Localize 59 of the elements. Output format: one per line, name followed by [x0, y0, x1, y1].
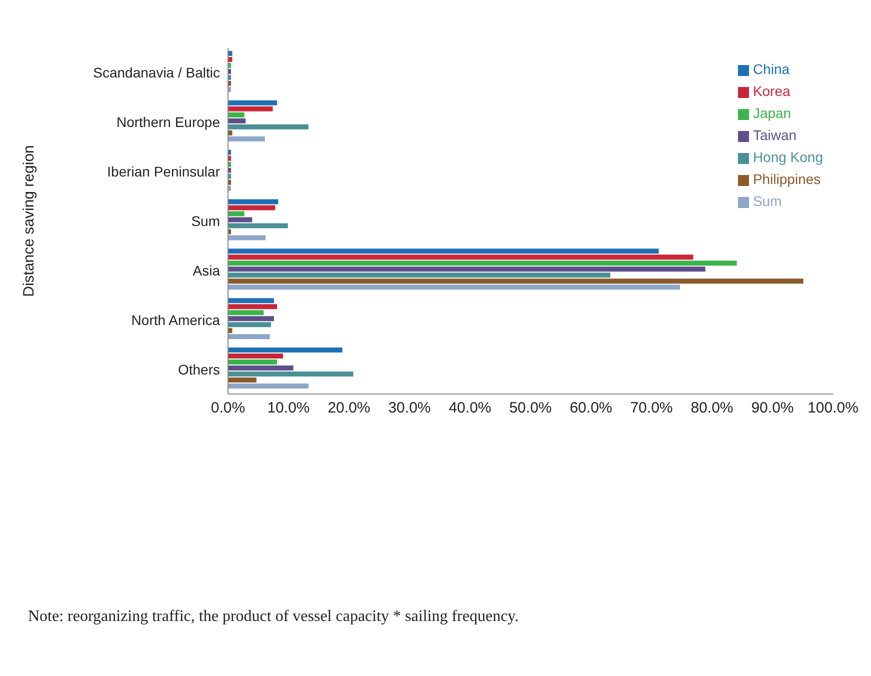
text: Note: reorganizing traffic, the product of vessel capacity * sailing frequency.: [28, 608, 520, 626]
bar: [228, 322, 271, 328]
x-tick-label: 50.0%: [509, 400, 552, 417]
bar: [228, 366, 294, 371]
x-tick-label: 30.0%: [388, 400, 431, 417]
bar: [228, 266, 706, 272]
y-tick-label: Iberian Peninsular: [107, 164, 220, 180]
x-tick-label: 70.0%: [630, 400, 673, 417]
bar: [228, 272, 610, 278]
y-tick-label: Asia: [192, 262, 220, 278]
bar: [228, 334, 270, 340]
bar: [228, 106, 273, 112]
legend-label: China: [752, 61, 790, 77]
bar: [228, 211, 244, 216]
y-tick-label: Scandanavia / Baltic: [93, 64, 220, 81]
x-tick-label: 90.0%: [751, 400, 794, 417]
bar: [228, 310, 264, 316]
y-tick-label: Northern Europe: [116, 114, 220, 130]
bar: [228, 199, 278, 204]
bar: [228, 298, 274, 304]
bar: [228, 205, 276, 210]
bar: [228, 372, 354, 377]
legend-label: Philippines: [752, 171, 821, 187]
y-tick-label: Others: [178, 361, 220, 378]
y-tick-label: North America: [131, 312, 220, 328]
bar: [228, 100, 278, 106]
bar: [228, 260, 737, 266]
bar: [228, 112, 244, 118]
y-axis-title: Distance saving region: [20, 145, 38, 297]
bar: [228, 118, 246, 124]
y-tick-label: Sum: [191, 212, 220, 229]
bar: [228, 223, 288, 228]
x-tick-label: 20.0%: [328, 400, 370, 417]
bar: [228, 348, 342, 353]
legend-label: Hong Kong: [752, 149, 823, 165]
bar: [228, 354, 284, 359]
x-tick-label: 80.0%: [690, 400, 734, 417]
bar: [228, 278, 804, 284]
bar: [228, 124, 308, 130]
bar: [228, 378, 256, 383]
x-tick-label: 40.0%: [448, 400, 492, 417]
bar: [228, 217, 252, 222]
bar: [228, 248, 659, 254]
legend-label: Taiwan: [752, 127, 797, 143]
legend-label: Korea: [752, 83, 790, 99]
bar: [228, 316, 274, 322]
bar: [228, 284, 680, 290]
bar: [228, 136, 265, 142]
x-tick-label: 60.0%: [570, 400, 612, 417]
legend-label: Sum: [752, 193, 782, 209]
bar: [228, 384, 308, 389]
x-tick-label: 100.0%: [808, 400, 858, 417]
bar: [228, 304, 278, 310]
bar: [228, 254, 694, 260]
x-tick-label: 10.0%: [267, 400, 310, 417]
x-tick-label: 0.0%: [210, 400, 246, 417]
bar: [228, 360, 278, 365]
bar: [228, 235, 266, 240]
legend-label: Japan: [752, 105, 792, 121]
